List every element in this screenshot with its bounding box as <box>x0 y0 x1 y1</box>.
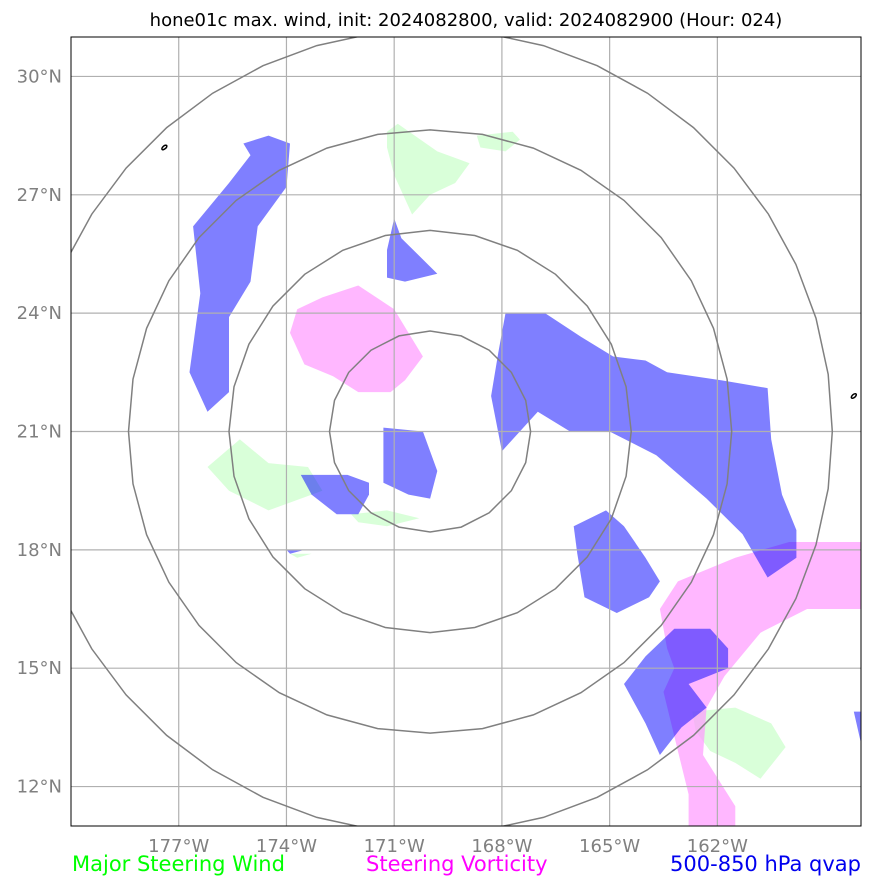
qvap-region-8 <box>853 711 861 744</box>
x-tick-label: 174°W <box>256 836 317 857</box>
y-tick-label: 15°N <box>17 658 62 679</box>
wind-region-5 <box>692 707 786 779</box>
vorticity-region-2 <box>659 542 861 826</box>
gridlines <box>71 37 861 826</box>
x-tick-label: 168°W <box>471 836 532 857</box>
map-plot-area <box>71 37 861 826</box>
legend-steering-wind: Major Steering Wind <box>72 852 285 876</box>
x-tick-label: 171°W <box>364 836 425 857</box>
legend-qvap: 500-850 hPa qvap <box>670 852 861 876</box>
y-tick-label: 27°N <box>17 185 62 206</box>
range-ring-1 <box>328 330 532 533</box>
steering-wind-layer <box>207 123 786 779</box>
qvap-region-9 <box>286 549 305 554</box>
qvap-region-4 <box>300 474 369 515</box>
qvap-region-3 <box>383 427 438 499</box>
x-tick-label: 165°W <box>579 836 640 857</box>
vorticity-region-1 <box>290 285 423 393</box>
y-tick-label: 18°N <box>17 540 62 561</box>
wind-region-2 <box>476 131 520 152</box>
qvap-layer <box>189 135 861 755</box>
y-tick-labels: 12°N 15°N 18°N 21°N 24°N 27°N 30°N <box>17 66 62 797</box>
island-mark-1 <box>161 144 168 151</box>
range-ring-3 <box>127 129 733 734</box>
wind-region-6 <box>290 553 312 558</box>
y-tick-label: 12°N <box>17 777 62 798</box>
range-ring-4 <box>71 37 834 826</box>
qvap-region-1 <box>189 135 290 412</box>
qvap-region-6 <box>573 510 660 613</box>
wind-region-4 <box>351 510 420 527</box>
chart-title: hone01c max. wind, init: 2024082800, val… <box>150 10 783 31</box>
plot-frame <box>70 36 862 827</box>
steering-vorticity-layer <box>290 285 861 826</box>
range-rings <box>71 37 834 826</box>
x-tick-label: 162°W <box>687 836 748 857</box>
qvap-region-5 <box>491 313 797 578</box>
wind-region-3 <box>207 439 323 511</box>
island-marks <box>161 144 858 399</box>
x-tick-label: 177°W <box>148 836 209 857</box>
y-tick-label: 30°N <box>17 66 62 87</box>
y-tick-label: 24°N <box>17 303 62 324</box>
range-ring-2 <box>228 229 632 634</box>
x-tick-labels: 177°W 174°W 171°W 168°W 165°W 162°W <box>148 836 748 857</box>
legend-steering-vorticity: Steering Vorticity <box>366 852 548 876</box>
y-tick-label: 21°N <box>17 422 62 443</box>
island-mark-2 <box>850 393 858 399</box>
wind-region-1 <box>387 123 470 215</box>
qvap-region-7 <box>624 628 729 755</box>
